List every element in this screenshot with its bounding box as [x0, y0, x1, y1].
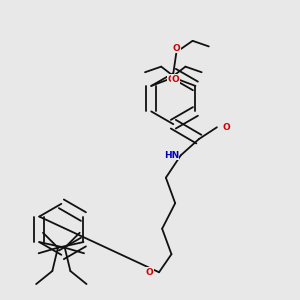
- Text: O: O: [223, 123, 230, 132]
- Text: O: O: [172, 75, 179, 84]
- Text: O: O: [167, 75, 175, 84]
- Text: O: O: [172, 44, 180, 53]
- Text: O: O: [146, 268, 153, 277]
- Text: HN: HN: [164, 151, 179, 160]
